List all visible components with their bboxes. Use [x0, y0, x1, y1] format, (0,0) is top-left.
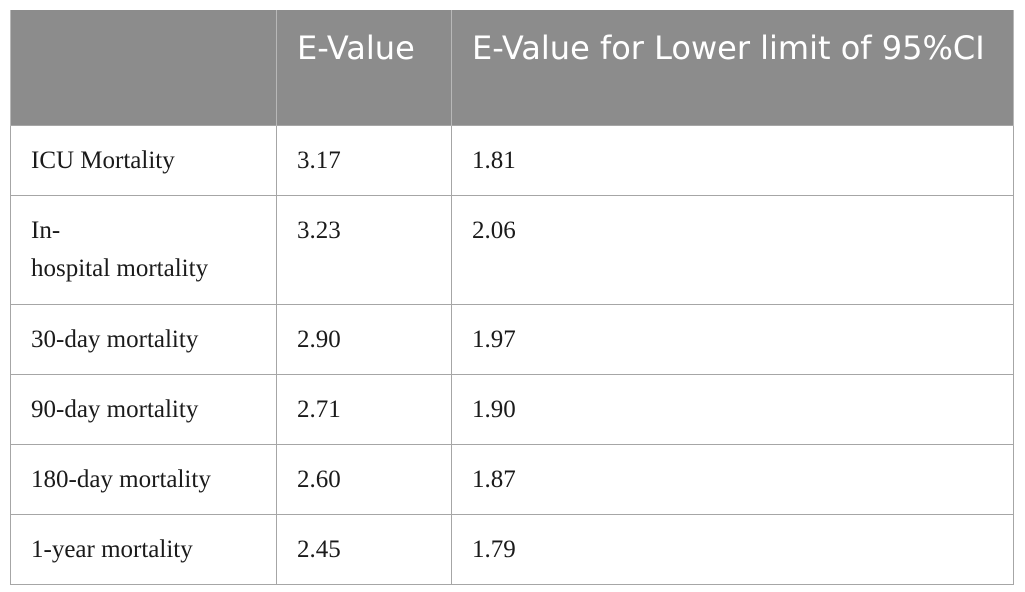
- e-value-cell: 2.60: [276, 444, 452, 515]
- e-value-lower-cell: 1.90: [451, 374, 1014, 445]
- outcome-cell: In-hospital mortality: [10, 195, 277, 305]
- table-body: ICU Mortality 3.17 1.81 In-hospital mort…: [10, 125, 1014, 585]
- header-empty-cell: [10, 10, 277, 126]
- e-value-cell: 2.90: [276, 304, 452, 375]
- table-row: 180-day mortality 2.60 1.87: [10, 444, 1014, 515]
- table-row: 90-day mortality 2.71 1.90: [10, 374, 1014, 445]
- e-value-cell: 3.23: [276, 195, 452, 305]
- e-value-cell: 2.71: [276, 374, 452, 445]
- e-value-lower-cell: 1.87: [451, 444, 1014, 515]
- outcome-cell: ICU Mortality: [10, 125, 277, 196]
- e-value-lower-cell: 1.81: [451, 125, 1014, 196]
- e-value-lower-cell: 1.97: [451, 304, 1014, 375]
- e-value-table-container: E-Value E-Value for Lower limit of 95%CI…: [10, 10, 1014, 585]
- e-value-lower-cell: 1.79: [451, 514, 1014, 585]
- header-e-value: E-Value: [276, 10, 452, 126]
- outcome-cell: 90-day mortality: [10, 374, 277, 445]
- outcome-cell: 30-day mortality: [10, 304, 277, 375]
- table-row: 1-year mortality 2.45 1.79: [10, 514, 1014, 585]
- e-value-cell: 3.17: [276, 125, 452, 196]
- outcome-cell: 180-day mortality: [10, 444, 277, 515]
- table-header: E-Value E-Value for Lower limit of 95%CI: [10, 10, 1014, 126]
- e-value-table: E-Value E-Value for Lower limit of 95%CI…: [10, 10, 1014, 585]
- table-row: 30-day mortality 2.90 1.97: [10, 304, 1014, 375]
- header-e-value-lower-limit: E-Value for Lower limit of 95%CI: [451, 10, 1014, 126]
- header-row: E-Value E-Value for Lower limit of 95%CI: [10, 10, 1014, 126]
- e-value-cell: 2.45: [276, 514, 452, 585]
- e-value-lower-cell: 2.06: [451, 195, 1014, 305]
- outcome-line-2: hospital mortality: [31, 255, 209, 282]
- outcome-line-1: In-: [31, 217, 61, 244]
- outcome-cell: 1-year mortality: [10, 514, 277, 585]
- table-row: In-hospital mortality 3.23 2.06: [10, 195, 1014, 305]
- table-row: ICU Mortality 3.17 1.81: [10, 125, 1014, 196]
